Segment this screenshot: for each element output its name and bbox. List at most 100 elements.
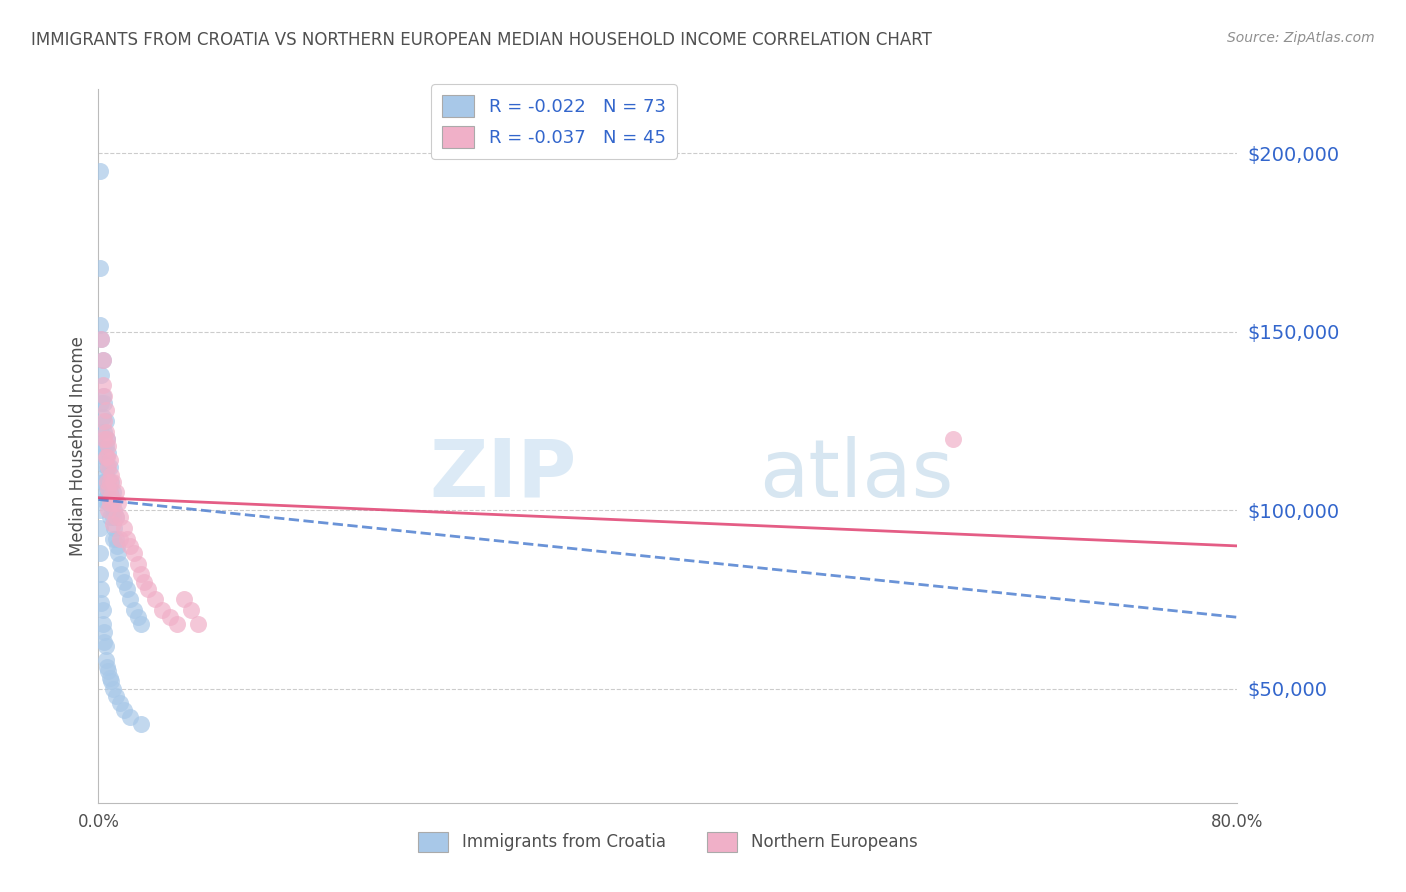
Point [107,546,129,560]
Point [101,496,124,510]
Point [89,164,111,178]
Point [105,539,128,553]
Point [115,582,138,596]
Point [100,496,122,510]
Point [93,492,115,507]
Point [94,403,117,417]
Y-axis label: Median Household Income: Median Household Income [69,336,87,556]
Text: Source: ZipAtlas.com: Source: ZipAtlas.com [1227,31,1375,45]
Point [97,460,120,475]
Point [107,496,129,510]
Point [112,703,135,717]
Point [112,521,135,535]
Point [122,546,145,560]
Point [89,567,111,582]
Point [94,450,117,464]
Point [89,503,111,517]
Point [98,485,121,500]
Point [104,510,127,524]
Point [90,596,112,610]
Point [103,503,125,517]
Point [90,368,112,382]
Point [104,532,127,546]
Point [90,439,112,453]
Point [159,610,181,624]
Point [90,425,112,439]
Point [91,457,114,471]
Point [90,332,112,346]
Point [93,432,115,446]
Point [93,425,115,439]
Point [104,485,127,500]
Point [103,521,125,535]
Point [96,475,118,489]
Point [96,460,118,475]
Point [94,467,117,482]
Point [93,396,115,410]
Point [104,510,127,524]
Point [91,410,114,425]
Point [118,710,141,724]
Point [101,510,124,524]
Point [89,546,111,560]
Point [129,717,152,731]
Point [94,653,117,667]
Point [91,475,114,489]
Point [100,674,122,689]
Point [97,439,120,453]
Point [187,617,209,632]
Point [127,610,149,624]
Point [93,389,115,403]
Point [91,603,114,617]
Point [127,557,149,571]
Point [101,475,124,489]
Point [97,664,120,678]
Point [91,389,114,403]
Point [94,414,117,428]
Point [93,414,115,428]
Point [91,353,114,368]
Point [108,696,131,710]
Point [108,557,131,571]
Point [93,450,115,464]
Point [96,432,118,446]
Point [97,496,120,510]
Point [98,496,121,510]
Point [180,603,202,617]
Text: ZIP: ZIP [429,435,576,514]
Point [112,574,135,589]
Point [100,475,122,489]
Point [94,485,117,500]
Point [115,532,138,546]
Point [94,425,117,439]
Point [136,582,159,596]
Point [91,439,114,453]
Point [98,671,121,685]
Point [129,617,152,632]
Legend: Immigrants from Croatia, Northern Europeans: Immigrants from Croatia, Northern Europe… [412,825,924,859]
Point [104,689,127,703]
Point [91,378,114,392]
Point [96,482,118,496]
Point [90,582,112,596]
Point [94,439,117,453]
Point [97,446,120,460]
Point [89,318,111,332]
Point [101,485,124,500]
Point [173,592,195,607]
Point [145,592,167,607]
Point [98,460,121,475]
Point [942,432,965,446]
Point [89,260,111,275]
Point [93,624,115,639]
Point [90,332,112,346]
Point [100,467,122,482]
Point [97,475,120,489]
Point [100,489,122,503]
Point [118,539,141,553]
Point [101,681,124,696]
Point [118,592,141,607]
Point [98,453,121,467]
Point [98,510,121,524]
Point [101,517,124,532]
